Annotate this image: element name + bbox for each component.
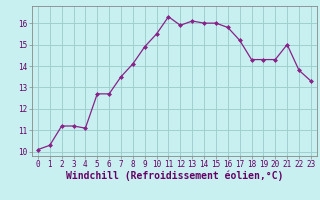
X-axis label: Windchill (Refroidissement éolien,°C): Windchill (Refroidissement éolien,°C): [66, 171, 283, 181]
